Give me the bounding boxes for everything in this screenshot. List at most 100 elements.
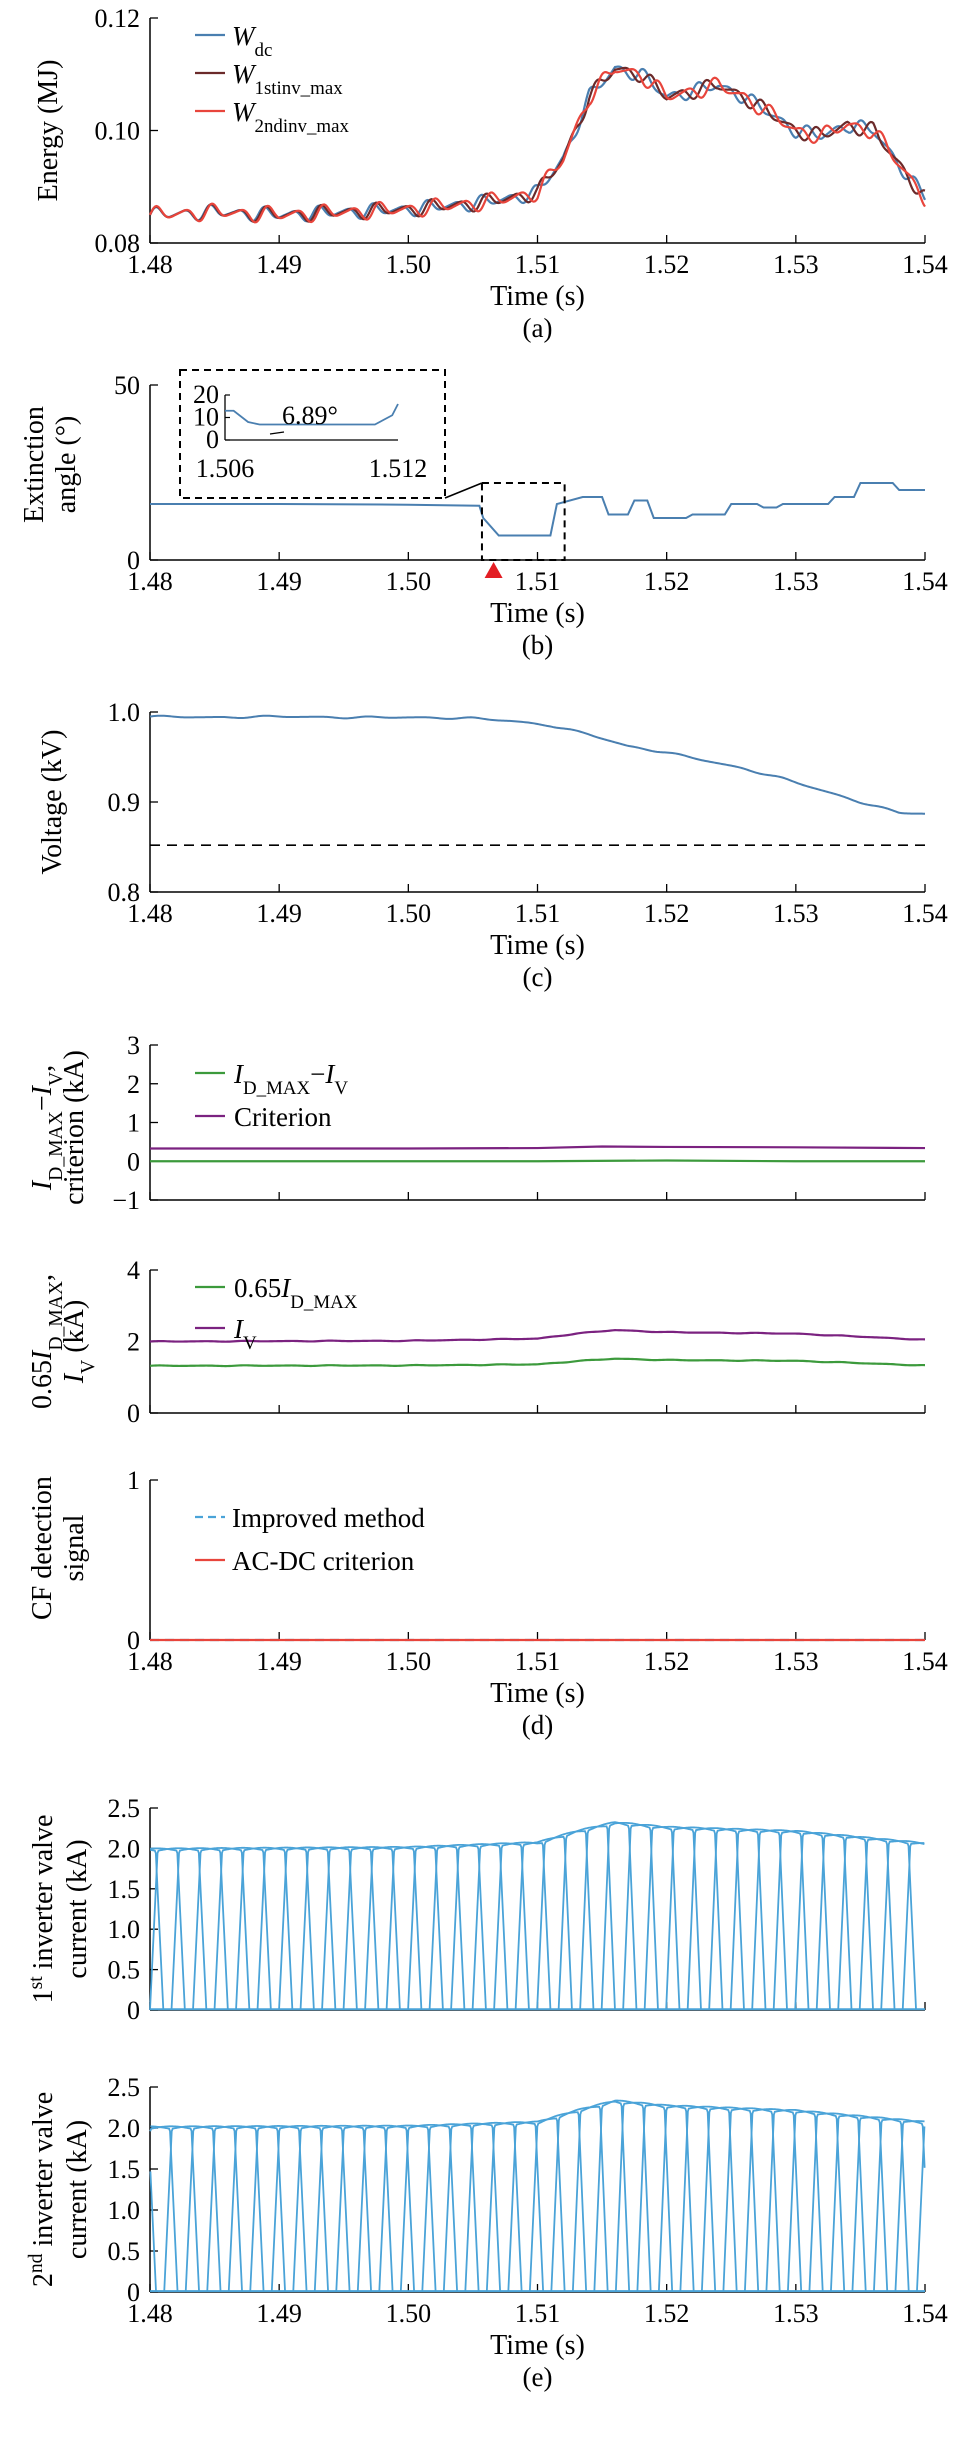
valve-current-pulse <box>364 1845 423 2011</box>
y-axis-label: Energy (MJ) <box>33 60 64 202</box>
y-tick-label: 0.10 <box>95 117 141 146</box>
valve-current-pulse <box>851 2116 910 2293</box>
valve-current-pulse <box>150 2125 179 2293</box>
y-tick-label: 50 <box>114 371 140 400</box>
x-tick-label: 1.48 <box>127 1647 173 1676</box>
x-tick-label: 1.48 <box>127 250 173 279</box>
y-tick-label: 0.08 <box>95 229 141 258</box>
valve-current-pulse <box>679 2105 738 2293</box>
y-axis-label-line: Energy (MJ) <box>33 60 64 202</box>
valve-current-pulse <box>528 2111 588 2293</box>
valve-current-pulse <box>493 1841 552 2011</box>
x-tick-label: 1.53 <box>773 1647 819 1676</box>
valve-current-pulse <box>149 2171 157 2293</box>
x-tick-label: 1.53 <box>773 567 819 596</box>
valve-current-pulse <box>751 1829 810 2011</box>
valve-current-pulse <box>571 2100 631 2293</box>
valve-current-pulse <box>170 1847 229 2011</box>
x-tick-label: 1.50 <box>386 899 432 928</box>
y-axis-label: 1st inverter valve current (kA) <box>26 1815 94 2004</box>
y-axis-label-line: ID_MAX−IV, <box>27 1065 67 1191</box>
valve-current-pulse <box>916 2126 926 2293</box>
valve-current-pulse <box>235 1846 294 2011</box>
valve-current-pulse <box>550 2105 609 2293</box>
y-tick-label: 2.5 <box>108 2073 141 2102</box>
y-tick-label: 0.5 <box>108 1956 141 1985</box>
valve-current-pulse <box>657 2104 717 2293</box>
valve-current-pulse <box>614 2101 674 2293</box>
inset-series-line <box>225 403 399 426</box>
legend-entry: Criterion <box>234 1102 332 1132</box>
y-tick-label: 0 <box>127 1147 140 1176</box>
valve-current-pulse <box>342 1846 401 2011</box>
valve-current-pulse <box>227 2125 286 2293</box>
x-tick-label: 1.51 <box>515 1647 561 1676</box>
y-axis-label: ID_MAX−IV, criterion (kA) <box>27 1050 90 1205</box>
y-axis-label-line: Voltage (kV) <box>37 730 68 875</box>
inset-y-tick-label: 0 <box>206 425 219 454</box>
y-tick-label: 1 <box>127 1109 140 1138</box>
valve-current-pulse <box>622 1823 681 2011</box>
valve-current-pulse <box>686 1827 745 2011</box>
legend-entry: ID_MAX−IV <box>233 1059 348 1099</box>
valve-current-pulse <box>249 2125 308 2293</box>
series-line <box>149 1357 926 1368</box>
valve-current-pulse <box>772 1830 831 2011</box>
valve-current-pulse <box>507 2117 566 2293</box>
valve-current-pulse <box>213 1846 272 2011</box>
valve-current-pulse <box>643 1825 702 2011</box>
y-tick-label: 1.5 <box>108 2155 141 2184</box>
valve-current-pulse <box>163 2125 222 2293</box>
x-tick-label: 1.48 <box>127 567 173 596</box>
valve-current-pulse <box>206 2125 265 2293</box>
fault-marker-triangle <box>484 562 503 578</box>
x-tick-label: 1.53 <box>773 250 819 279</box>
y-axis-label-line: CF detection <box>27 1476 58 1620</box>
y-tick-label: 2.0 <box>108 1834 141 1863</box>
valve-current-pulse <box>450 1843 509 2011</box>
y-tick-label: 2 <box>127 1328 140 1357</box>
y-axis-label-line: Extinction <box>19 406 50 523</box>
x-tick-label: 1.50 <box>386 1647 432 1676</box>
y-tick-label: 1.5 <box>108 1875 141 1904</box>
x-tick-label: 1.49 <box>256 567 302 596</box>
caption: (e) <box>523 2362 553 2392</box>
valve-current-pulse <box>815 1834 874 2011</box>
valve-current-pulse <box>378 2124 437 2293</box>
chart-e1: 0 0.5 1.0 1.5 2.0 2.5 1st inverter valve curren… <box>26 1794 926 2025</box>
valve-current-pulse <box>665 1826 724 2011</box>
zoom-box <box>480 482 566 561</box>
y-tick-label: 2 <box>127 1070 140 1099</box>
legend-entry: 0.65ID_MAX <box>234 1273 358 1313</box>
series-line <box>149 714 926 815</box>
inset-y-tick-label: 20 <box>193 380 219 409</box>
legend-entry: W1stinv_max <box>232 59 343 99</box>
valve-current-pulse <box>536 1830 595 2011</box>
y-tick-label: 2.5 <box>108 1794 141 1823</box>
y-tick-label: 0 <box>127 546 140 575</box>
x-axis-label: Time (s) <box>490 281 585 312</box>
x-axis-label: Time (s) <box>490 2330 585 2361</box>
valve-current-pulse <box>514 1835 573 2011</box>
x-tick-label: 1.51 <box>515 567 561 596</box>
inset-y-tick-label: 10 <box>193 403 219 432</box>
y-tick-label: 3 <box>127 1031 140 1060</box>
legend-entry: Wdc <box>232 21 272 61</box>
x-tick-label: 1.51 <box>515 2299 561 2328</box>
y-tick-label: 0.12 <box>95 4 141 33</box>
chart-d1: −1 0 1 2 3 ID_MAX−IV, criterion (kA) ID_MAX−IVC… <box>27 1031 926 1215</box>
chart-a: 0.08 0.10 0.12 1.48 1.49 1.50 1.51 1.52 1.53 1.54… <box>33 4 948 343</box>
valve-current-pulse <box>184 2125 243 2293</box>
y-tick-label: 1 <box>127 1466 140 1495</box>
inset-x-tick-label: 1.506 <box>196 454 255 483</box>
y-axis-label-line: signal <box>59 1514 90 1581</box>
valve-current-pulse <box>600 1821 659 2011</box>
y-axis-label-line: 2nd inverter valve <box>26 2092 60 2287</box>
valve-current-pulse <box>700 2106 760 2293</box>
x-tick-label: 1.51 <box>515 250 561 279</box>
valve-current-pulse <box>421 2123 480 2293</box>
x-tick-label: 1.52 <box>644 899 690 928</box>
caption: (d) <box>522 1710 553 1740</box>
legend-entry: AC-DC criterion <box>232 1546 415 1576</box>
chart-c: 0.8 0.9 1.0 1.48 1.49 1.50 1.51 1.52 1.53 1.54 Tim… <box>37 698 948 992</box>
